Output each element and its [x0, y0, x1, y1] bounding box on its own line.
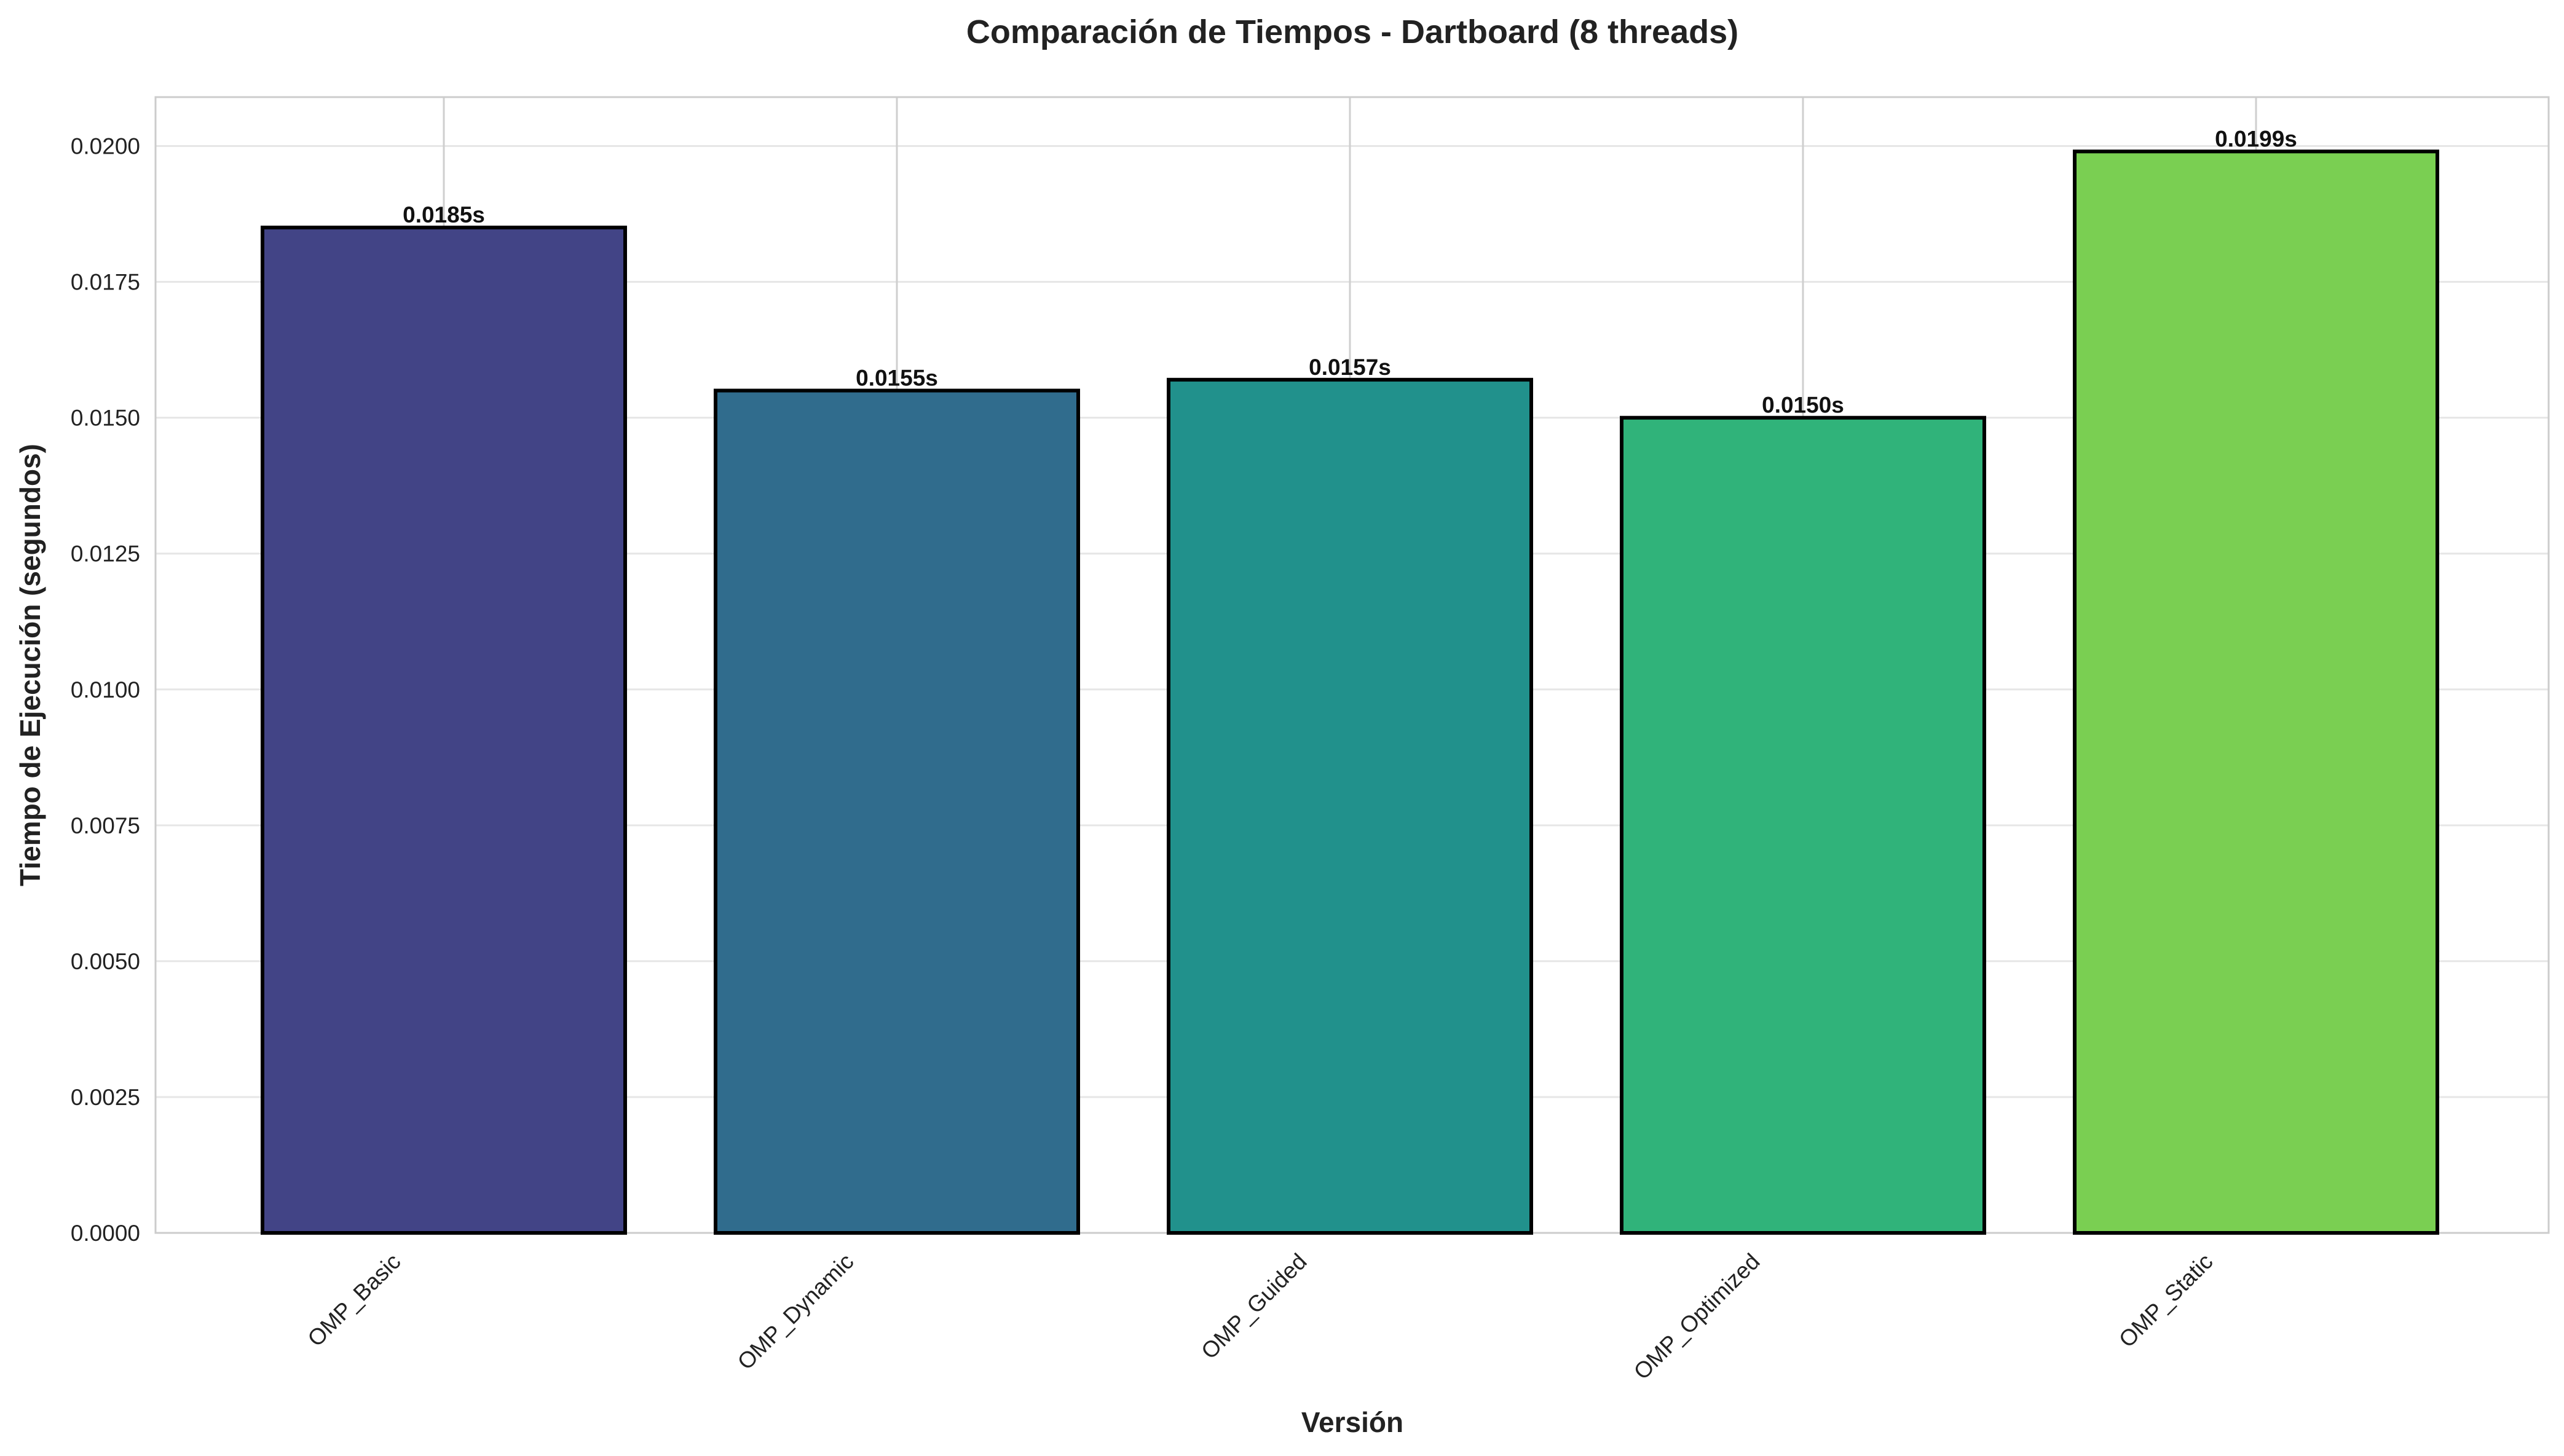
y-tick-label: 0.0075 [71, 813, 140, 838]
y-tick-label: 0.0025 [71, 1085, 140, 1110]
bar-value-label: 0.0185s [403, 202, 485, 227]
y-tick-label: 0.0150 [71, 406, 140, 431]
y-tick-label: 0.0050 [71, 949, 140, 974]
bars-layer: 0.0185s 0.0155s 0.0157s 0.0150s 0.0199s [261, 126, 2439, 1235]
x-tick-label: OMP_Optimized [1629, 1249, 1765, 1385]
bar-value-label: 0.0199s [2215, 126, 2297, 151]
x-tick-label: OMP_Static [2114, 1249, 2218, 1353]
x-tick-label: OMP_Guided [1196, 1249, 1312, 1364]
x-axis-label: Versión [1301, 1406, 1403, 1438]
y-tick-label: 0.0200 [71, 134, 140, 159]
y-tick-label: 0.0000 [71, 1221, 140, 1246]
bar-omp-dynamic [714, 388, 1080, 1235]
x-tick-label: OMP_Basic [303, 1249, 406, 1352]
y-axis: 0.0000 0.0025 0.0050 0.0075 0.0100 0.0125 0.01… [71, 134, 140, 1246]
bar-value-label: 0.0157s [1309, 355, 1391, 380]
bar-omp-static [2073, 149, 2439, 1235]
y-tick-label: 0.0125 [71, 541, 140, 567]
y-axis-label: Tiempo de Ejecución (segundos) [14, 444, 46, 886]
bar-omp-guided [1167, 377, 1533, 1235]
bar-value-label: 0.0155s [856, 365, 938, 390]
chart-title: Comparación de Tiempos - Dartboard (8 th… [966, 14, 1738, 50]
x-tick-label: OMP_Dynamic [733, 1249, 859, 1375]
x-axis: OMP_Basic OMP_Dynamic OMP_Guided OMP_Optimi… [303, 1249, 2218, 1385]
y-tick-label: 0.0175 [71, 270, 140, 295]
bar-omp-basic [261, 226, 627, 1235]
bar-value-label: 0.0150s [1762, 393, 1844, 418]
y-tick-label: 0.0100 [71, 677, 140, 702]
bar-omp-optimized [1620, 415, 1986, 1235]
